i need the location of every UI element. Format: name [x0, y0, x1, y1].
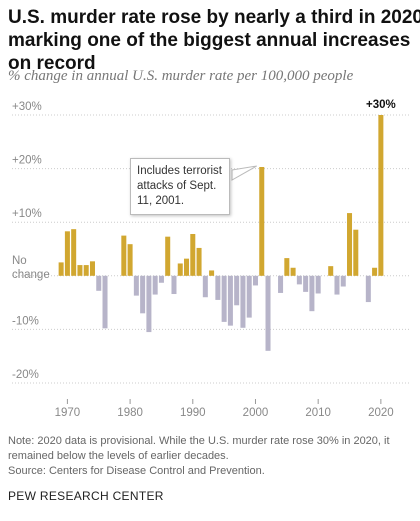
bar	[184, 258, 190, 276]
bar	[296, 275, 302, 285]
annotation: Includes terrorist attacks of Sept. 11, …	[130, 158, 230, 215]
x-tick-label: 1980	[117, 407, 143, 419]
chart-subtitle: % change in annual U.S. murder rate per …	[8, 68, 354, 84]
bar	[353, 229, 359, 276]
y-tick-label: -10%	[12, 315, 39, 327]
bar	[96, 275, 102, 291]
x-tick-label: 1990	[180, 407, 206, 419]
bar	[290, 267, 296, 276]
data-label: +30%	[366, 99, 396, 111]
x-tick-label: 2010	[305, 407, 331, 419]
notes: Note: 2020 data is provisional. While th…	[8, 434, 412, 479]
credit: PEW RESEARCH CENTER	[8, 489, 164, 503]
bar	[215, 275, 221, 300]
bar	[140, 275, 146, 314]
x-tick-label: 1970	[55, 407, 81, 419]
bar	[196, 247, 202, 276]
bar	[315, 275, 321, 294]
bar	[146, 275, 152, 333]
bar	[340, 275, 346, 287]
bar	[221, 275, 227, 322]
bar	[240, 275, 246, 328]
bar	[372, 267, 378, 276]
bar	[334, 275, 340, 295]
bar	[171, 275, 177, 295]
bar	[278, 275, 284, 293]
bar	[209, 270, 215, 276]
y-tick-label: +20%	[12, 155, 42, 167]
bar	[121, 235, 127, 276]
chart-title: U.S. murder rate rose by nearly a third …	[8, 7, 420, 74]
bar	[158, 275, 164, 283]
bar	[165, 236, 171, 276]
y-tick-label: +10%	[12, 208, 42, 220]
source: Source: Centers for Disease Control and …	[8, 465, 265, 477]
y-tick-label: -20%	[12, 369, 39, 381]
bar	[328, 266, 334, 276]
bar	[152, 275, 158, 295]
bar	[64, 231, 70, 276]
bar	[190, 233, 196, 276]
bar	[234, 275, 240, 306]
bar	[265, 275, 271, 351]
x-tick-label: 2000	[243, 407, 269, 419]
bar	[89, 261, 95, 276]
bar	[83, 265, 89, 276]
y-tick-label: +30%	[12, 101, 42, 113]
bar	[58, 262, 64, 276]
bar	[378, 115, 384, 276]
bar	[347, 213, 353, 276]
bar	[177, 263, 183, 276]
bar	[71, 229, 77, 276]
y-tick-label: No change	[12, 255, 50, 281]
bar	[133, 275, 139, 296]
bar	[284, 258, 290, 276]
bar	[202, 275, 208, 298]
note: Note: 2020 data is provisional. While th…	[8, 435, 390, 462]
bar	[365, 275, 371, 303]
bar	[246, 275, 252, 318]
bar	[259, 166, 265, 276]
x-tick-label: 2020	[368, 407, 394, 419]
bar	[252, 275, 258, 286]
bar	[303, 275, 309, 292]
bar	[77, 265, 83, 276]
bar	[127, 244, 133, 276]
bar	[227, 275, 233, 326]
bar	[309, 275, 315, 312]
annotation-pointer	[231, 165, 257, 181]
bar	[102, 275, 108, 329]
